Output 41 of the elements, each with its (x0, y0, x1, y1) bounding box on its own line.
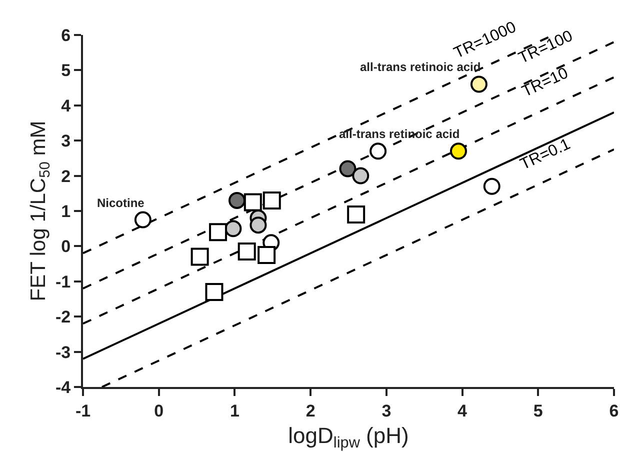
point (262, 191, 281, 210)
x-tick-label: 5 (533, 401, 543, 420)
y-tick-label: 2 (61, 166, 71, 186)
x-axis-title: logD$_{lipw}$ (pH) (288, 422, 409, 452)
y-tick-label: 3 (61, 132, 71, 151)
y-tick-label: 5 (61, 61, 71, 80)
point (339, 160, 356, 178)
point (450, 142, 467, 160)
point (134, 211, 152, 228)
x-tick-label: 2 (306, 401, 316, 420)
x-tick-label: 3 (382, 401, 392, 420)
x-tick-label: -1 (75, 401, 91, 420)
point (244, 193, 262, 212)
y-tick-label: 6 (61, 26, 71, 45)
x-tick-label: 0 (154, 401, 164, 420)
point (352, 167, 370, 184)
point (228, 192, 246, 209)
point (347, 206, 366, 224)
annotation: all-trans retinoic acid (339, 127, 460, 141)
y-tick-label: -3 (55, 342, 71, 362)
y-tick-label: -2 (55, 308, 71, 327)
point (470, 76, 488, 93)
y-tick-label: -1 (55, 272, 71, 292)
annotation: all-trans retinoic acid (360, 60, 481, 74)
y-tick-label: -4 (55, 378, 72, 397)
y-tick-label: 1 (61, 202, 71, 221)
y-tick-label: 4 (61, 96, 72, 116)
point (238, 242, 256, 260)
point (258, 246, 276, 264)
point (209, 223, 228, 242)
x-tick-label: 1 (230, 401, 240, 420)
point (250, 216, 267, 234)
point (483, 178, 500, 195)
point (190, 248, 209, 266)
y-tick-label: 0 (61, 237, 71, 256)
x-tick-label: 4 (458, 401, 468, 420)
x-tick-label: 6 (609, 401, 619, 420)
annotation: Nicotine (97, 196, 145, 210)
point (205, 282, 224, 301)
point (370, 142, 387, 160)
point (224, 220, 242, 238)
